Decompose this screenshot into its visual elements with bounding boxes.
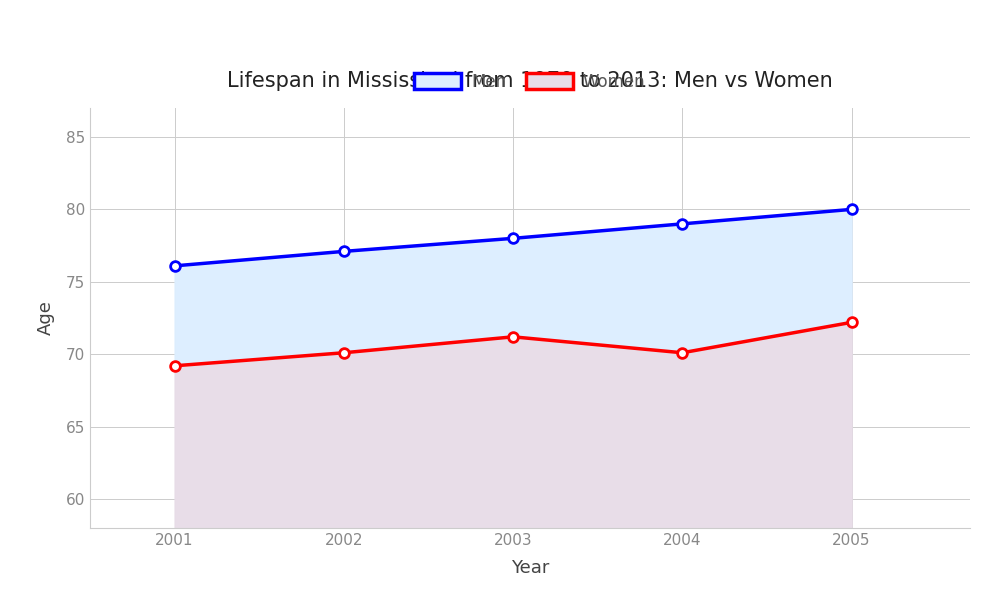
Legend: Men, Women: Men, Women <box>408 66 652 97</box>
Y-axis label: Age: Age <box>37 301 55 335</box>
Title: Lifespan in Mississippi from 1970 to 2013: Men vs Women: Lifespan in Mississippi from 1970 to 201… <box>227 71 833 91</box>
X-axis label: Year: Year <box>511 559 549 577</box>
